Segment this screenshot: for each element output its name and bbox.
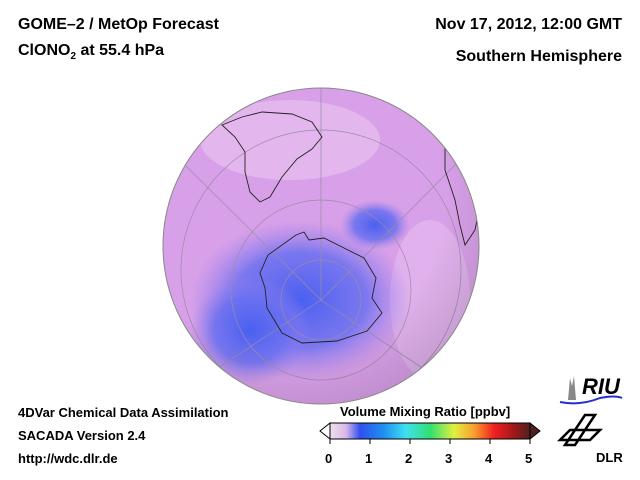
pressure-level: at 55.4 hPa — [76, 42, 165, 59]
dlr-logo-text: DLR — [596, 450, 623, 465]
species-label: ClONO2 at 55.4 hPa — [18, 42, 164, 62]
tick-label: 3 — [445, 451, 453, 466]
tick-label: 1 — [365, 451, 373, 466]
date-time: Nov 17, 2012, 12:00 GMT — [435, 16, 622, 33]
tick-label: 4 — [485, 451, 493, 466]
tick-label: 2 — [405, 451, 413, 466]
species-subscript: 2 — [70, 51, 77, 63]
tick-label: 5 — [525, 451, 533, 466]
colorbar-tick-labels: 0 1 2 3 4 5 — [325, 451, 535, 467]
riu-logo-text: RIU — [582, 374, 620, 399]
tick-label: 0 — [325, 451, 333, 466]
footer-url[interactable]: http://wdc.dlr.de — [18, 451, 118, 466]
colorbar-title: Volume Mixing Ratio [ppbv] — [340, 404, 511, 419]
title: GOME–2 / MetOp Forecast — [18, 16, 219, 33]
footer-line1: 4DVar Chemical Data Assimilation — [18, 405, 229, 420]
region: Southern Hemisphere — [455, 48, 622, 65]
footer-line2: SACADA Version 2.4 — [18, 428, 146, 443]
species-name: ClONO — [18, 42, 71, 59]
